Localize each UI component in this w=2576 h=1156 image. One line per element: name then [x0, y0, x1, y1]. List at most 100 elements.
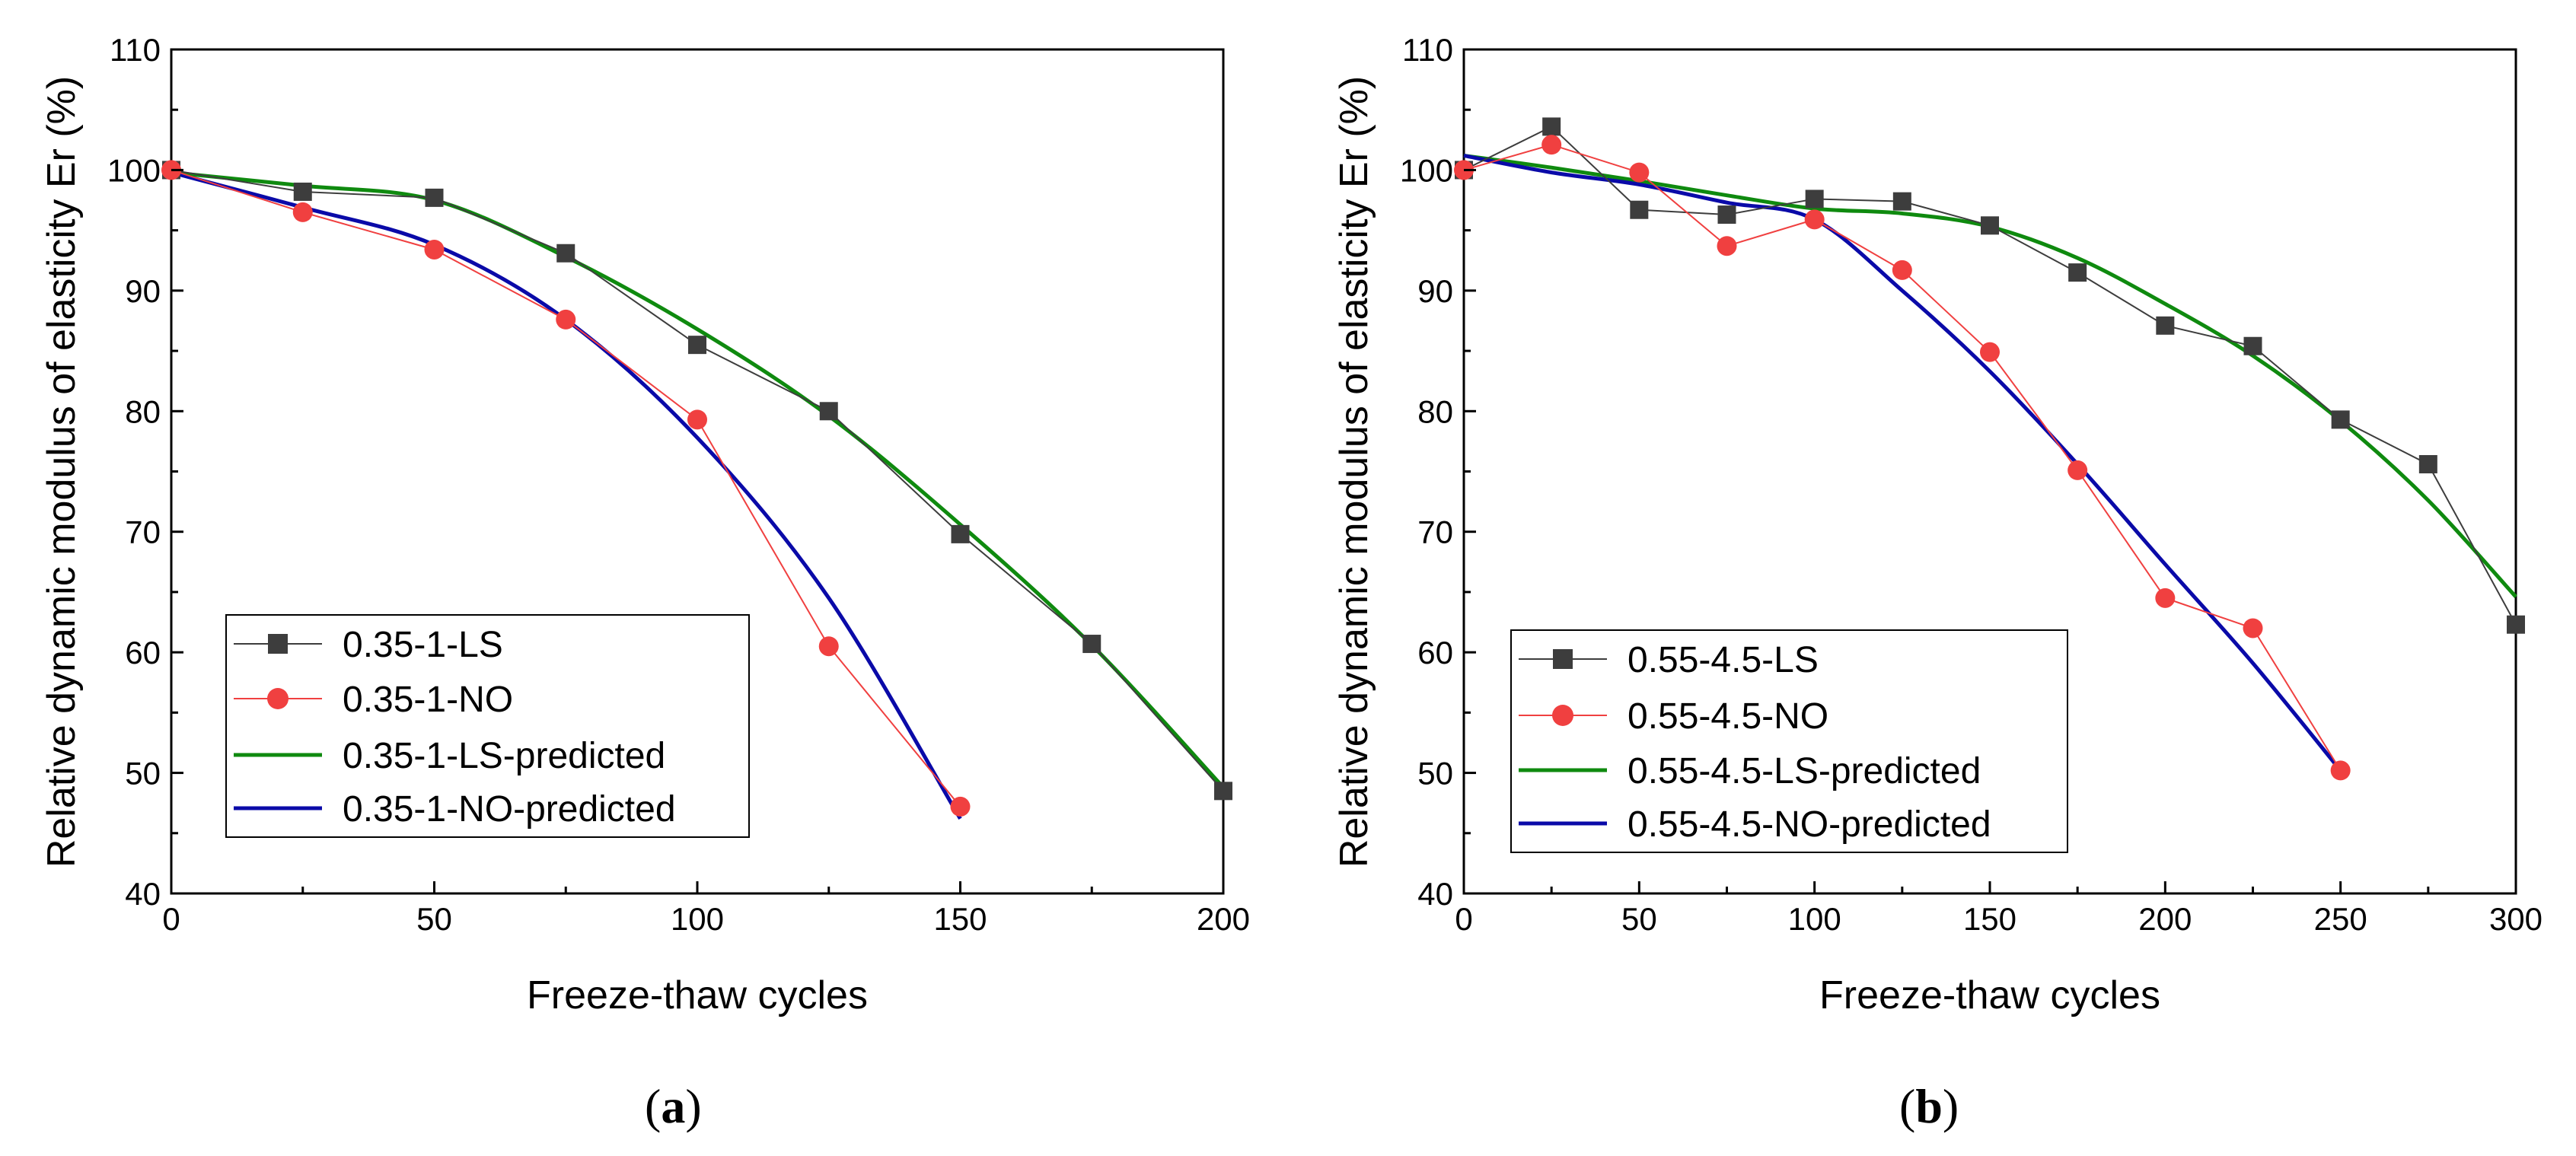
legend-label-0.35-1-LS: 0.35-1-LS	[343, 625, 503, 665]
data-point-0.55-4.5-ls	[1717, 205, 1736, 225]
y-tick-label-b: 60	[1417, 635, 1453, 670]
data-point-0.55-4.5-ls	[2156, 316, 2175, 335]
data-point-0.55-4.5-no	[2243, 618, 2263, 639]
y-axis-ticks-b: 40 50 60 70 80 90 100 110	[1400, 32, 1476, 912]
data-point-0.55-4.5-no	[1980, 342, 2000, 362]
x-tick-label-b: 300	[2489, 901, 2543, 937]
x-tick-label-b: 100	[1788, 901, 1841, 937]
y-tick-label-a: 70	[125, 514, 161, 550]
y-tick-label-b: 100	[1400, 152, 1453, 188]
x-tick-label-b: 150	[1963, 901, 2016, 937]
data-point-0.35-1-no	[556, 309, 576, 330]
line-0.55-4.5-ls-predicted	[1463, 153, 2517, 598]
y-tick-label-a: 80	[125, 393, 161, 429]
x-tick-label-a: 0	[162, 901, 180, 937]
data-point-0.35-1-no	[818, 636, 839, 657]
x-tick-label-b: 250	[2314, 901, 2367, 937]
data-point-0.55-4.5-ls	[1630, 200, 1649, 219]
data-point-0.35-1-no	[424, 239, 445, 260]
data-point-0.55-4.5-ls	[1892, 192, 1911, 211]
data-point-0.35-1-no	[687, 409, 707, 430]
data-point-0.55-4.5-ls	[2068, 263, 2087, 282]
y-axis-title-b: Relative dynamic modulus of elasticity E…	[1332, 76, 1376, 868]
data-point-0.55-4.5-ls	[1805, 189, 1824, 209]
x-axis-ticks-b: 0 50 100 150 200 250 300	[1455, 881, 2543, 937]
data-point-0.35-1-ls	[556, 244, 575, 263]
series-0.35-1-ls-predicted	[171, 170, 1225, 789]
legend-label-0.55-4.5-NO-predicted: 0.55-4.5-NO-predicted	[1628, 804, 1991, 845]
legend-label-0.35-1-NO-predicted: 0.35-1-NO-predicted	[343, 789, 676, 830]
line-0.35-1-ls-predicted	[171, 170, 1225, 789]
data-point-0.35-1-no	[292, 202, 313, 222]
legend-b: 0.55-4.5-LS 0.55-4.5-NO 0.55-4.5-LS-pred…	[1510, 629, 2068, 853]
data-point-0.55-4.5-no	[2067, 460, 2088, 480]
legend-box-b	[1510, 629, 2068, 853]
y-axis-title-a: Relative dynamic modulus of elasticity E…	[40, 76, 84, 868]
data-point-0.55-4.5-no	[2330, 760, 2351, 781]
data-point-0.55-4.5-ls	[1542, 117, 1561, 136]
data-point-0.55-4.5-no	[1804, 209, 1825, 230]
data-point-0.55-4.5-ls	[2243, 336, 2262, 355]
x-tick-label-b: 50	[1621, 901, 1657, 937]
legend-a: 0.35-1-LS 0.35-1-NO 0.35-1-LS-predicted …	[225, 614, 750, 838]
y-tick-label-a: 110	[110, 32, 161, 68]
y-tick-label-a: 90	[125, 273, 161, 309]
legend-swatch-marker-0.55-4.5-LS	[1553, 649, 1573, 669]
legend-label-0.35-1-LS-predicted: 0.35-1-LS-predicted	[343, 736, 665, 776]
panel-caption-b: (b)	[1899, 1079, 1959, 1133]
series-0.55-4.5-ls-predicted	[1463, 153, 2517, 598]
data-point-0.55-4.5-ls	[2418, 454, 2437, 473]
y-axis-ticks-a: 40 50 60 70 80 90 100 110	[107, 32, 183, 912]
legend-box-a	[225, 614, 750, 838]
y-tick-label-a: 40	[125, 876, 161, 912]
y-tick-label-a: 100	[107, 152, 161, 188]
data-point-0.55-4.5-no	[1629, 162, 1650, 183]
data-point-0.35-1-ls	[951, 524, 970, 543]
legend-label-0.55-4.5-LS: 0.55-4.5-LS	[1628, 640, 1819, 680]
data-point-0.35-1-ls	[688, 336, 706, 355]
x-tick-label-b: 200	[2138, 901, 2192, 937]
data-point-0.35-1-ls	[425, 188, 444, 207]
data-point-0.35-1-ls	[1214, 782, 1232, 801]
x-tick-label-a: 50	[416, 901, 452, 937]
legend-label-0.35-1-NO: 0.35-1-NO	[343, 680, 513, 720]
data-point-0.55-4.5-ls	[1981, 216, 1999, 235]
series-0.35-1-no	[161, 160, 971, 817]
data-point-0.35-1-ls	[293, 182, 312, 201]
chart-a: 40 50 60 70 80 90 100 110 0 50 100 150 200 Freeze-t…	[40, 32, 1250, 1133]
y-tick-label-a: 50	[125, 756, 161, 791]
x-tick-label-a: 200	[1197, 901, 1250, 937]
connector-0.55-4.5-ls	[1463, 126, 2517, 626]
legend-swatch-marker-0.35-1-LS	[268, 634, 288, 654]
legend-swatch-marker-0.55-4.5-NO	[1552, 705, 1573, 726]
y-tick-label-b: 50	[1417, 756, 1453, 791]
y-tick-label-a: 60	[125, 635, 161, 670]
y-tick-label-b: 40	[1417, 876, 1453, 912]
data-point-0.35-1-ls	[819, 402, 838, 421]
x-axis-title-b: Freeze-thaw cycles	[1819, 973, 2160, 1017]
data-point-0.55-4.5-no	[1717, 236, 1737, 256]
series-layer-a	[161, 160, 1232, 820]
data-point-0.55-4.5-ls	[2507, 615, 2525, 634]
x-tick-label-b: 0	[1455, 901, 1472, 937]
legend-label-0.55-4.5-LS-predicted: 0.55-4.5-LS-predicted	[1628, 751, 1981, 791]
data-point-0.35-1-no	[950, 796, 971, 817]
x-tick-label-a: 100	[671, 901, 724, 937]
x-tick-label-a: 150	[933, 901, 987, 937]
x-axis-ticks-a: 0 50 100 150 200	[162, 881, 1250, 937]
panel-caption-a: (a)	[645, 1079, 702, 1133]
x-axis-title-a: Freeze-thaw cycles	[527, 973, 868, 1017]
y-tick-label-b: 110	[1402, 32, 1453, 68]
series-0.55-4.5-ls	[1455, 117, 2525, 634]
legend-label-0.55-4.5-NO: 0.55-4.5-NO	[1628, 696, 1828, 737]
y-tick-label-b: 80	[1417, 393, 1453, 429]
data-point-0.55-4.5-no	[1541, 135, 1562, 155]
data-point-0.55-4.5-no	[1892, 260, 1912, 280]
chart-b: 40 50 60 70 80 90 100 110 0 50 100 150 200 250 300 Fr…	[1332, 32, 2543, 1133]
y-tick-label-b: 90	[1417, 273, 1453, 309]
data-point-0.35-1-ls	[1082, 635, 1101, 654]
data-point-0.55-4.5-no	[2155, 588, 2176, 608]
legend-swatch-marker-0.35-1-NO	[267, 688, 289, 709]
data-point-0.55-4.5-ls	[2331, 410, 2350, 429]
